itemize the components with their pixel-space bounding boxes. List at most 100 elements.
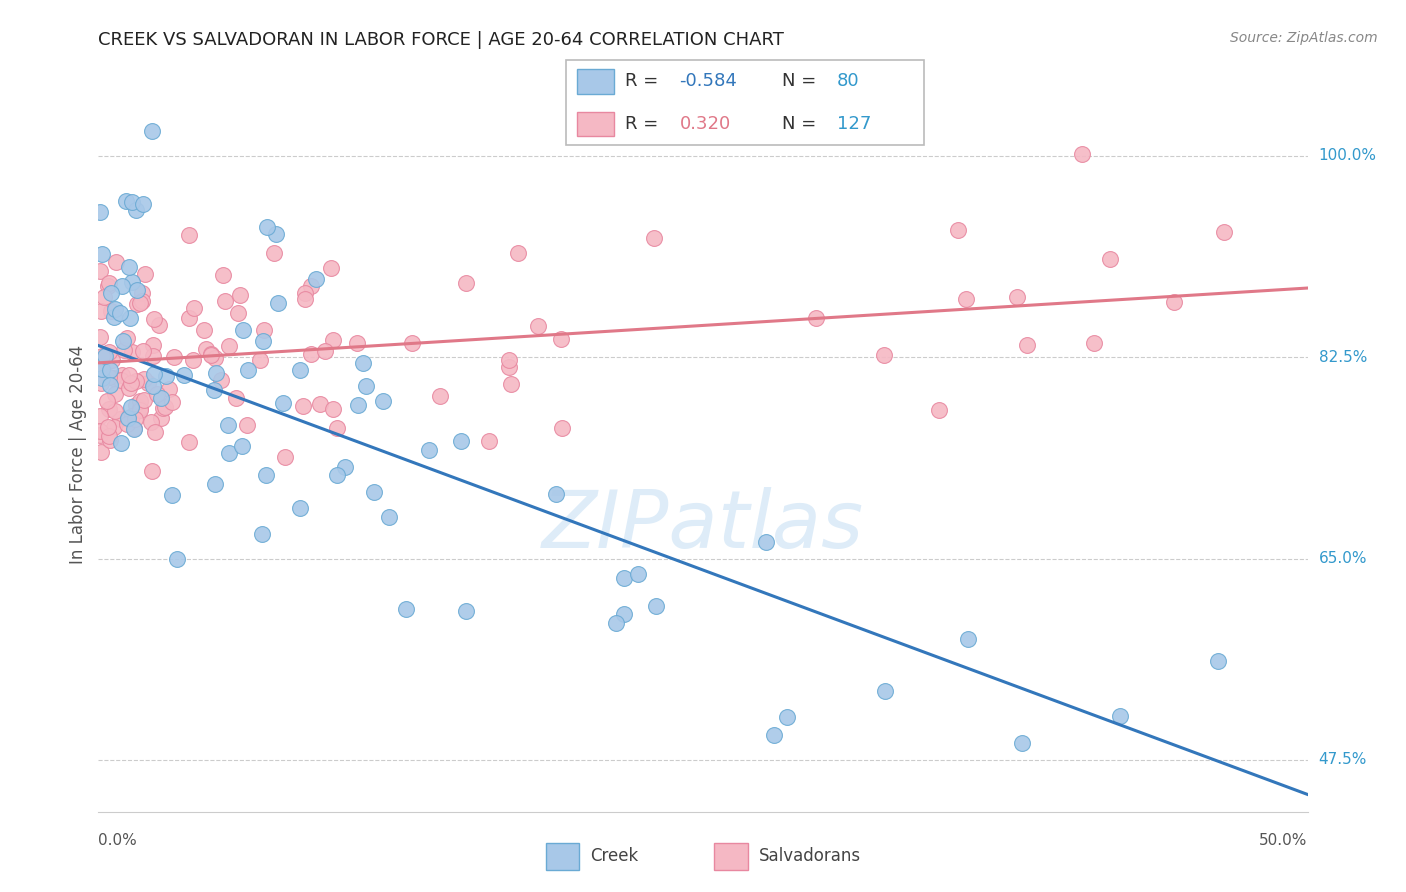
Point xyxy=(928,403,950,417)
Point xyxy=(236,363,259,377)
Point xyxy=(454,604,477,618)
Point xyxy=(150,411,173,425)
Text: 82.5%: 82.5% xyxy=(1319,350,1367,365)
Point xyxy=(232,323,254,337)
Point xyxy=(90,247,112,261)
Point xyxy=(110,436,132,450)
Point xyxy=(173,368,195,382)
Point xyxy=(115,194,138,208)
Point xyxy=(450,434,472,449)
Point xyxy=(314,343,336,358)
Point xyxy=(97,279,120,293)
Point xyxy=(335,460,357,475)
Point xyxy=(763,728,786,742)
Point xyxy=(139,415,162,429)
Point xyxy=(121,195,143,210)
Text: 80: 80 xyxy=(837,71,859,90)
Point xyxy=(97,344,120,359)
Point xyxy=(249,353,271,368)
Point xyxy=(115,331,138,345)
Point xyxy=(142,349,165,363)
Point xyxy=(98,369,121,384)
Point xyxy=(141,124,163,138)
Text: N =: N = xyxy=(782,114,821,133)
Point xyxy=(225,391,247,405)
Point xyxy=(128,401,150,416)
Point xyxy=(98,433,121,447)
Point xyxy=(253,323,276,337)
Point xyxy=(212,268,235,282)
Point xyxy=(1216,869,1239,883)
Point xyxy=(267,296,290,310)
Point xyxy=(89,428,111,442)
Point xyxy=(94,349,117,363)
Point xyxy=(97,420,120,434)
Point xyxy=(98,363,121,377)
Point xyxy=(613,571,636,585)
Point xyxy=(305,271,328,285)
Point xyxy=(200,348,222,362)
Point xyxy=(118,311,141,326)
Point xyxy=(93,290,115,304)
Point xyxy=(142,379,165,393)
Point xyxy=(90,445,112,459)
Point xyxy=(292,399,315,413)
Point xyxy=(363,485,385,500)
Point xyxy=(129,394,152,409)
Point xyxy=(97,277,120,291)
Point xyxy=(125,203,148,218)
Point xyxy=(127,297,149,311)
Text: R =: R = xyxy=(624,114,669,133)
Point xyxy=(132,343,155,358)
Point xyxy=(103,404,125,418)
Point xyxy=(309,397,332,411)
Point xyxy=(101,371,124,385)
Point xyxy=(120,400,142,414)
Point xyxy=(104,255,127,269)
Point xyxy=(804,310,827,325)
Point xyxy=(605,616,627,631)
Point xyxy=(122,422,145,436)
Point xyxy=(506,246,529,260)
Point xyxy=(124,398,146,412)
Point xyxy=(546,487,568,501)
Point xyxy=(204,383,226,397)
Text: ZIPatlas: ZIPatlas xyxy=(541,487,865,566)
Point xyxy=(117,410,139,425)
Point xyxy=(103,310,125,324)
Point xyxy=(89,329,111,343)
Text: 50.0%: 50.0% xyxy=(1260,833,1308,848)
Point xyxy=(100,286,122,301)
Point xyxy=(112,343,135,358)
Point xyxy=(132,196,155,211)
Point xyxy=(121,409,143,423)
Point xyxy=(117,417,139,431)
Point xyxy=(294,292,316,306)
FancyBboxPatch shape xyxy=(567,60,924,145)
Point xyxy=(214,294,236,309)
Point xyxy=(204,477,226,491)
Point xyxy=(121,345,143,359)
Point xyxy=(143,311,166,326)
Point xyxy=(90,376,112,391)
Point xyxy=(91,362,114,376)
Point xyxy=(252,527,274,541)
Point xyxy=(166,552,188,566)
Point xyxy=(1163,295,1185,310)
Point xyxy=(104,386,127,401)
Bar xyxy=(576,69,613,94)
Point xyxy=(217,417,239,432)
Bar xyxy=(714,843,748,870)
Point xyxy=(111,368,134,382)
Point xyxy=(134,267,156,281)
Text: N =: N = xyxy=(782,71,821,90)
Text: 127: 127 xyxy=(837,114,870,133)
Point xyxy=(162,351,184,365)
Point xyxy=(131,286,153,301)
Point xyxy=(177,227,200,242)
Point xyxy=(948,223,970,237)
Point xyxy=(128,402,150,417)
Point xyxy=(124,374,146,388)
Point xyxy=(498,353,520,368)
Point xyxy=(322,402,344,417)
